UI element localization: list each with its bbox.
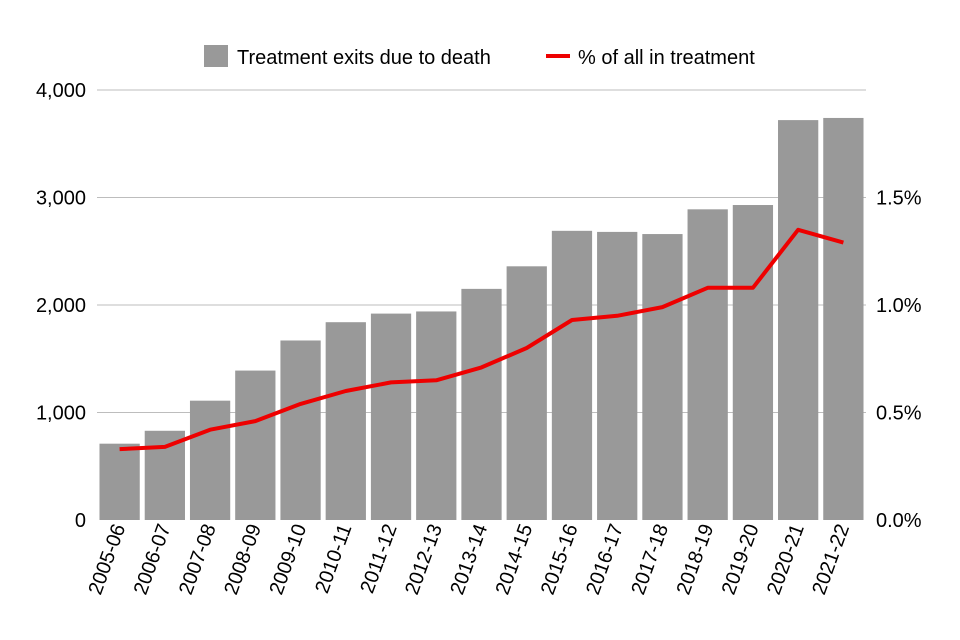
bar	[597, 231, 638, 520]
x-tick-label: 2021-22	[808, 521, 854, 598]
bar	[506, 266, 547, 520]
y2-tick-label: 0.5%	[876, 403, 922, 425]
bar	[325, 322, 366, 520]
x-tick-label: 2012-13	[401, 521, 447, 598]
line-series	[119, 227, 844, 452]
bar	[461, 288, 502, 520]
y-tick-label: 1,000	[36, 403, 86, 425]
x-tick-label: 2015-16	[537, 521, 583, 598]
x-tick-label: 2005-06	[85, 521, 131, 598]
y-axis-left: 0 1,000 2,000 3,000 4,000	[36, 80, 86, 532]
legend: Treatment exits due to death % of all in…	[204, 45, 755, 69]
bar	[189, 400, 231, 520]
x-tick-label: 2016-17	[582, 521, 628, 598]
x-tick-label: 2007-08	[175, 521, 221, 598]
y2-tick-label: 1.0%	[876, 295, 922, 317]
x-tick-label: 2019-20	[718, 521, 764, 598]
bar	[280, 340, 321, 520]
bar	[687, 209, 728, 520]
bar	[642, 234, 683, 521]
x-axis: 2005-06 2006-07 2007-08 2008-09 2009-10 2010-…	[85, 521, 855, 598]
y2-tick-label: 0.0%	[876, 510, 922, 532]
bar	[732, 205, 774, 520]
legend-label-bars: Treatment exits due to death	[237, 47, 491, 69]
bar	[370, 313, 412, 520]
bar	[144, 430, 185, 520]
x-tick-label: 2013-14	[446, 521, 492, 598]
bar-series	[99, 117, 864, 521]
x-tick-label: 2009-10	[265, 521, 311, 598]
legend-swatch-bars	[204, 45, 228, 67]
y-tick-label: 2,000	[36, 295, 86, 317]
legend-label-line: % of all in treatment	[578, 47, 755, 69]
y2-tick-label: 1.5%	[876, 188, 922, 210]
x-tick-label: 2010-11	[311, 521, 356, 596]
x-tick-label: 2018-19	[673, 521, 719, 598]
y-tick-label: 0	[75, 510, 86, 532]
bar	[778, 120, 819, 520]
bar	[99, 443, 140, 520]
bar	[551, 230, 593, 520]
y-tick-label: 3,000	[36, 188, 86, 210]
bar	[235, 370, 276, 520]
x-tick-label: 2017-18	[627, 521, 673, 598]
bar	[416, 311, 457, 520]
y-tick-label: 4,000	[36, 80, 86, 102]
x-tick-label: 2008-09	[220, 521, 266, 598]
x-tick-label: 2014-15	[492, 521, 538, 598]
x-tick-label: 2011-12	[356, 521, 401, 596]
x-tick-label: 2020-21	[763, 521, 809, 598]
y-axis-right: 0.0% 0.5% 1.0% 1.5%	[876, 188, 922, 533]
bar	[823, 117, 864, 520]
x-tick-label: 2006-07	[130, 521, 176, 598]
